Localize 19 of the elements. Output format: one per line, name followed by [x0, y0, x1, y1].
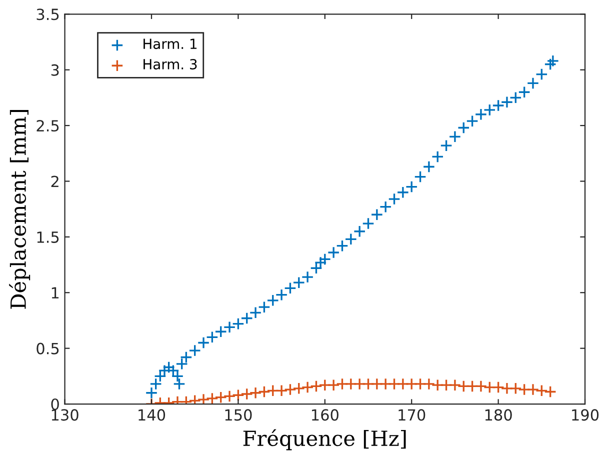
y-tick-label: 2	[51, 176, 58, 188]
legend-label: Harm. 3	[144, 58, 197, 70]
y-tick-label: 0	[51, 398, 59, 410]
y-tick-label: 1.5	[37, 232, 59, 243]
x-tick-label: 170	[398, 409, 426, 421]
y-tick-label: 2.5	[36, 120, 59, 132]
x-tick-label: 190	[572, 409, 599, 421]
y-tick-label: 3.5	[36, 8, 59, 20]
x-tick-label: 140	[138, 409, 166, 421]
legend-label: Harm. 1	[144, 38, 197, 50]
y-tick-label: 3	[51, 64, 59, 76]
x-tick-label: 130	[52, 409, 78, 421]
y-tick-label: 1	[52, 287, 59, 298]
x-tick-label: 160	[312, 409, 338, 421]
x-tick-label: 180	[485, 409, 512, 421]
y-axis-title: Déplacement [mm]	[9, 110, 30, 309]
x-tick-label: 150	[225, 409, 252, 421]
x-axis-title: Fréquence [Hz]	[243, 429, 406, 450]
y-tick-label: 0.5	[36, 342, 59, 354]
